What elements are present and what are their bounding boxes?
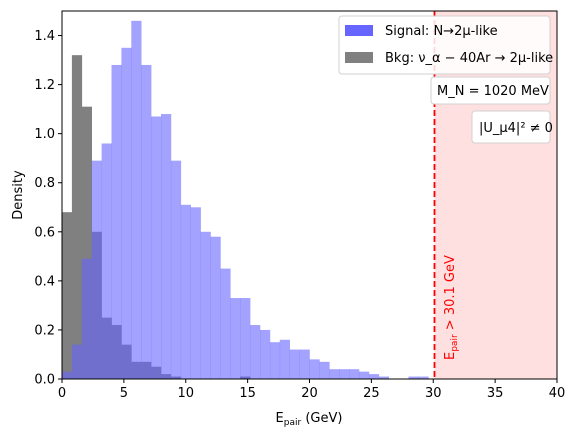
x-tick-label: 40 (549, 386, 566, 401)
signal-bar (339, 369, 350, 379)
x-tick-label: 5 (120, 386, 128, 401)
signal-bar (289, 349, 300, 379)
signal-bar (418, 376, 429, 379)
mass-annotation: M_N = 1020 MeV (430, 76, 551, 105)
signal-bar (210, 236, 221, 379)
x-tick-label: 10 (177, 386, 194, 401)
x-tick-label: 25 (363, 386, 380, 401)
cut-label: Epair > 30.1 GeV (443, 255, 460, 360)
x-axis-label: Epair (GeV) (276, 411, 343, 428)
signal-bar (170, 160, 182, 379)
signal-bar (131, 20, 142, 380)
y-tick-label: 0.6 (34, 225, 55, 240)
signal-histogram (62, 20, 429, 380)
y-tick-label: 0.0 (34, 373, 55, 388)
background-bar (81, 106, 92, 380)
x-axis-label-unit: (GeV) (301, 411, 342, 426)
y-tick-label: 0.8 (34, 176, 55, 191)
x-tick-label: 20 (301, 386, 318, 401)
y-tick-label: 0.4 (34, 274, 55, 289)
signal-bar (309, 359, 320, 379)
signal-bar (260, 329, 271, 379)
signal-bar (81, 258, 92, 379)
signal-bar (101, 143, 112, 379)
cut-label-rest: > 30.1 GeV (443, 255, 458, 334)
signal-bar (299, 349, 310, 379)
x-tick-label: 15 (239, 386, 256, 401)
mixing-annotation-text: |U_μ4|² ≠ 0 (479, 121, 553, 136)
signal-bar (349, 369, 360, 379)
mass-annotation-box (430, 76, 551, 105)
x-tick-label: 30 (425, 386, 442, 401)
x-tick-label: 0 (58, 386, 66, 401)
signal-bar (111, 64, 122, 380)
background-bar (71, 55, 83, 379)
signal-bar (368, 374, 380, 379)
signal-bar (279, 339, 290, 379)
y-axis-label: Density (11, 170, 26, 220)
y-tick-label: 1.2 (34, 78, 55, 93)
signal-bar (319, 361, 330, 379)
signal-bar (250, 325, 261, 379)
y-tick-label: 1.4 (34, 29, 55, 44)
mixing-annotation-box (471, 110, 551, 144)
signal-bar (378, 376, 389, 379)
x-axis-label-sub: pair (284, 418, 302, 428)
legend-box (338, 15, 551, 75)
signal-bar (269, 342, 281, 379)
legend-label-signal: Signal: N→2μ-like (385, 24, 498, 39)
signal-bar (359, 371, 370, 379)
signal-bar (200, 231, 211, 379)
background-bar (62, 212, 73, 379)
signal-bar (329, 369, 340, 379)
signal-bar (408, 376, 419, 379)
cut-label-main: E (443, 352, 458, 360)
signal-bar (161, 114, 172, 379)
signal-bar (121, 47, 132, 380)
signal-bar (240, 298, 251, 379)
mixing-annotation: |U_μ4|² ≠ 0 (471, 110, 553, 144)
signal-bar (91, 160, 102, 379)
signal-bar (190, 207, 201, 379)
legend-label-background: Bkg: ν_α − 40Ar → 2μ-like (385, 51, 553, 66)
cut-label-sub: pair (450, 334, 460, 352)
legend-swatch-signal (345, 25, 373, 36)
y-tick-label: 0.2 (34, 323, 55, 338)
signal-bar (71, 344, 83, 379)
x-axis-label-main: E (276, 411, 284, 426)
y-tick-label: 1.0 (34, 127, 55, 142)
y-axis-ticks: 0.0 0.2 0.4 0.6 0.8 1.0 1.2 1.4 (34, 29, 62, 388)
x-axis-ticks: 0 5 10 15 20 25 30 35 40 (58, 379, 565, 401)
signal-bar (220, 268, 231, 379)
legend-swatch-background (345, 52, 373, 63)
signal-bar (230, 298, 241, 379)
signal-bar (141, 64, 152, 380)
legend: Signal: N→2μ-like Bkg: ν_α − 40Ar → 2μ-l… (338, 15, 553, 75)
signal-bar (62, 371, 73, 379)
x-tick-label: 35 (487, 386, 504, 401)
signal-bar (180, 204, 191, 379)
signal-bar (151, 116, 162, 379)
mass-annotation-text: M_N = 1020 MeV (437, 84, 549, 99)
